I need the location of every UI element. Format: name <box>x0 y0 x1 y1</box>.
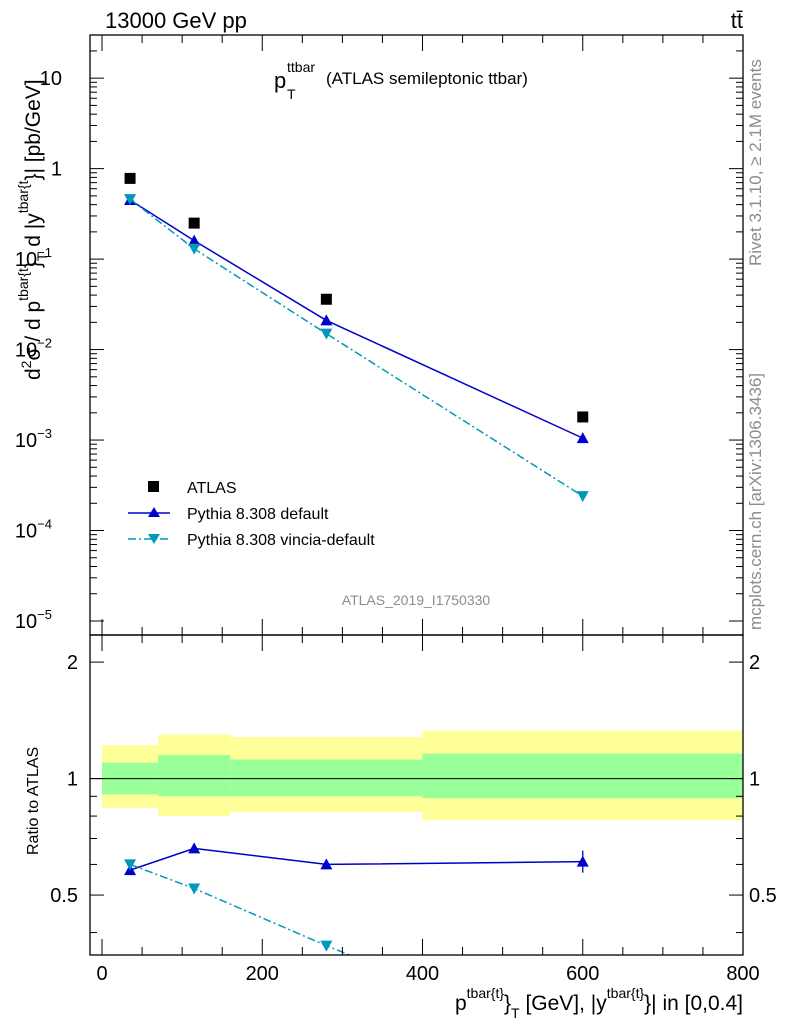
x-axis-label: ptbar{t}}T [GeV], |ytbar{t}}| in [0,0.4] <box>455 985 743 1021</box>
vincia-mc-point <box>188 243 201 255</box>
ratio-series-layer <box>124 842 589 955</box>
ratio-bands-layer <box>102 730 743 821</box>
ratio-inner-band <box>422 753 743 799</box>
main-y-tick-label: 10−5 <box>15 607 52 633</box>
title-superscript: ttbar <box>287 59 315 75</box>
ratio-y-tick-label-left: 2 <box>67 652 78 674</box>
ratio-series-clipped <box>124 842 589 955</box>
main-y-tick-label: 1 <box>51 159 62 181</box>
default-mc-point <box>576 432 589 444</box>
atlas-data-point <box>188 217 200 229</box>
x-tick-label: 800 <box>726 963 759 985</box>
ratio-vincia-point <box>320 940 333 952</box>
plot-title: p <box>274 68 286 93</box>
ratio-y-tick-label-right: 0.5 <box>749 885 777 907</box>
ratio-y-tick-label-left: 1 <box>67 769 78 791</box>
ratio-inner-band <box>158 755 231 797</box>
atlas-data-point <box>320 293 332 305</box>
title-subscript: T <box>287 86 296 102</box>
ratio-line-0 <box>129 847 583 871</box>
title-p: p <box>274 68 286 93</box>
vincia-mc-point <box>124 194 137 206</box>
main-y-tick-label: 10 <box>40 68 62 90</box>
ratio-vincia-point <box>124 859 137 871</box>
ratio-y-tick-label-right: 2 <box>749 652 760 674</box>
main-y-tick-labels: 10−5 10−4 10−3 10−2 10−1 1 10 <box>15 68 62 633</box>
series-line-1 <box>129 199 584 439</box>
legend-label-default: Pythia 8.308 default <box>187 506 329 523</box>
legend-label-atlas: ATLAS <box>187 480 237 497</box>
energy-label: 13000 GeV pp <box>105 8 247 33</box>
main-series-layer <box>124 172 589 503</box>
main-y-axis <box>90 34 743 622</box>
ratio-y-axis-label: Ratio to ATLAS <box>25 747 42 855</box>
ratio-default-point <box>188 842 201 854</box>
x-tick-label: 400 <box>406 963 439 985</box>
analysis-id: ATLAS_2019_I1750330 <box>342 592 491 608</box>
ratio-y-tick-label-right: 1 <box>749 769 760 791</box>
atlas-data-point <box>124 172 136 184</box>
ratio-plot-frame <box>89 634 744 956</box>
ratio-default-point <box>320 858 333 870</box>
vincia-mc-point <box>576 491 589 503</box>
x-axis: 0 200 400 600 800 <box>96 35 760 985</box>
ratio-line-1 <box>129 863 352 955</box>
x-tick-label: 600 <box>566 963 599 985</box>
main-y-tick-label: 10−1 <box>15 245 52 271</box>
x-tick-label: 0 <box>96 963 107 985</box>
legend-marker-atlas <box>148 481 159 492</box>
process-label: tt̄ <box>731 8 743 33</box>
legend-marker-vincia <box>148 534 160 544</box>
ratio-vincia-point <box>188 883 201 895</box>
rivet-label: Rivet 3.1.10, ≥ 2.1M events <box>746 59 765 266</box>
vincia-mc-point <box>320 328 333 340</box>
default-mc-point <box>320 314 333 326</box>
legend-marker-default <box>148 507 160 517</box>
main-y-tick-label: 10−4 <box>15 517 52 543</box>
main-y-tick-label: 10−2 <box>15 336 52 362</box>
mcplots-label: mcplots.cern.ch [arXiv:1306.3436] <box>746 373 765 630</box>
svg-text:d2σ / d ptbar{t}T d |ytbar{t}|: d2σ / d ptbar{t}T d |ytbar{t}| [pb/GeV] <box>15 79 50 380</box>
atlas-data-point <box>577 411 589 423</box>
legend: ATLAS Pythia 8.308 default Pythia 8.308 … <box>128 480 375 549</box>
main-y-tick-label: 10−3 <box>15 426 52 452</box>
ratio-y-tick-label-left: 0.5 <box>50 885 78 907</box>
default-mc-point <box>188 234 201 246</box>
main-y-axis-label: d2σ / d ptbar{t}T d |ytbar{t}| [pb/GeV] <box>15 79 50 380</box>
legend-label-vincia: Pythia 8.308 vincia-default <box>187 532 375 549</box>
ratio-inner-band <box>230 759 423 797</box>
title-suffix: (ATLAS semileptonic ttbar) <box>326 69 528 88</box>
series-line-2 <box>129 198 584 497</box>
ratio-y-axis: 0.5 0.5 1 1 2 2 <box>50 652 777 934</box>
x-tick-label: 200 <box>246 963 279 985</box>
